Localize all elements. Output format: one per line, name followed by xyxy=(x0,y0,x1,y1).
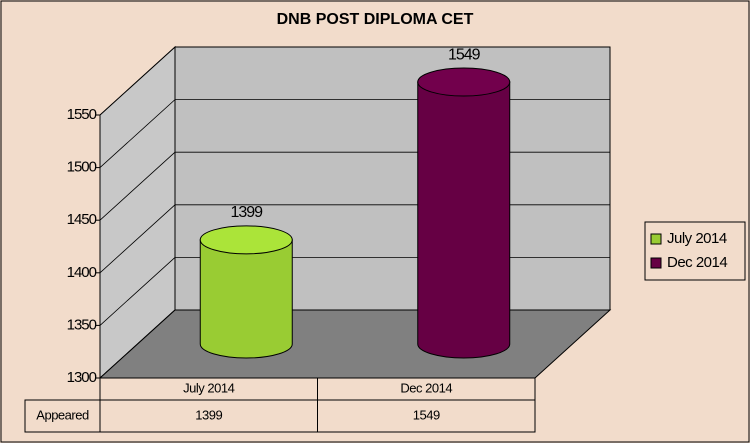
cylinder-top xyxy=(417,67,511,97)
table-cell: 1549 xyxy=(413,407,440,422)
legend-label: Dec 2014 xyxy=(667,254,727,271)
chart-title: DNB POST DIPLOMA CET xyxy=(277,11,474,28)
table-frame xyxy=(24,399,536,433)
x-tick-label: Dec 2014 xyxy=(400,380,452,395)
y-tick-label: 1400 xyxy=(67,264,97,281)
y-tick-label: 1450 xyxy=(67,211,97,228)
cylinder xyxy=(199,239,293,359)
cylinder xyxy=(417,81,511,359)
table-cell: 1399 xyxy=(195,407,222,422)
legend-swatch xyxy=(650,257,662,269)
grid-line xyxy=(99,46,610,116)
floor xyxy=(98,309,612,379)
y-tick-label: 1300 xyxy=(67,369,97,386)
table-row-label: Appeared xyxy=(36,407,89,422)
y-tick-label: 1350 xyxy=(67,316,97,333)
legend-label: July 2014 xyxy=(667,230,727,247)
x-tick-label: July 2014 xyxy=(183,380,234,395)
value-label: 1549 xyxy=(448,46,481,63)
y-tick-label: 1550 xyxy=(67,106,97,123)
y-tick-label: 1500 xyxy=(67,159,97,176)
legend-box xyxy=(644,221,746,281)
legend-swatch xyxy=(650,233,662,245)
cylinder-top xyxy=(199,225,293,255)
value-label: 1399 xyxy=(230,204,263,221)
